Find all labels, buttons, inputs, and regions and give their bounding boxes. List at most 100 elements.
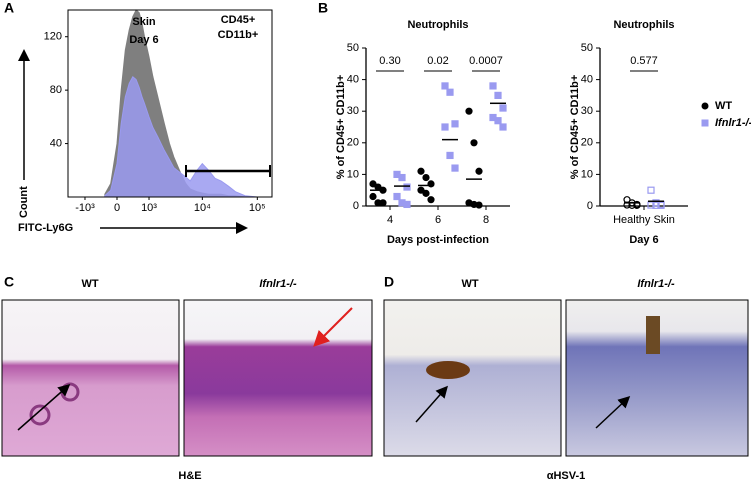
y-tick-label: 0 — [587, 200, 593, 212]
plot-frame — [67, 9, 273, 198]
data-point — [403, 183, 411, 191]
y-tick-label: 80 — [50, 84, 62, 96]
legend-label: Ifnlr1-/- — [715, 117, 751, 129]
legend-marker — [701, 119, 709, 127]
y-axis-label: Count — [18, 186, 30, 218]
data-point — [475, 201, 483, 209]
image-detail — [29, 404, 51, 426]
y-tick-label: 30 — [347, 105, 359, 117]
x-tick-label: 0 — [114, 202, 120, 214]
data-point — [494, 117, 502, 125]
x-tick-label: 10⁵ — [249, 202, 266, 214]
data-point — [647, 201, 655, 209]
data-point — [451, 120, 459, 128]
annotation: 0.577 — [630, 55, 658, 67]
y-tick-label: 120 — [44, 31, 62, 43]
data-point — [465, 107, 473, 115]
x-axis-label: Day 6 — [629, 234, 658, 246]
data-point — [623, 201, 631, 209]
data-point — [647, 186, 655, 194]
x-tick-label: 4 — [387, 214, 393, 226]
data-point — [494, 91, 502, 100]
arrow — [17, 384, 71, 431]
data-point — [451, 164, 459, 172]
y-tick-label: 40 — [581, 74, 593, 86]
annotation: Skin — [132, 16, 156, 28]
image-label: Ifnlr1-/- — [259, 278, 297, 290]
arrow — [313, 307, 353, 347]
histology-image — [1, 299, 180, 457]
y-tick-label: 10 — [581, 168, 593, 180]
x-axis-label: FITC-Ly6G — [18, 222, 73, 234]
arrow — [595, 395, 631, 429]
data-point — [441, 82, 449, 90]
image-detail — [426, 361, 470, 379]
x-tick-label: 8 — [483, 214, 489, 226]
data-point — [475, 167, 483, 175]
y-tick-label: 50 — [347, 42, 359, 54]
panel-label: D — [384, 274, 394, 290]
legend-marker — [701, 102, 709, 110]
histology-image — [383, 299, 562, 457]
panel-label: C — [4, 274, 14, 290]
data-point — [403, 200, 411, 209]
x-tick-label: 6 — [435, 214, 441, 226]
y-axis-label: % of CD45+ CD11b+ — [335, 75, 347, 180]
y-tick-label: 40 — [50, 137, 62, 149]
panel-label: B — [318, 0, 328, 16]
data-point — [446, 151, 454, 160]
x-tick-label: 10³ — [141, 202, 157, 214]
y-tick-label: 10 — [347, 168, 359, 180]
image-label: WT — [81, 278, 98, 290]
data-point — [422, 189, 430, 197]
y-tick-label: 0 — [353, 200, 359, 212]
y-tick-label: 50 — [581, 42, 593, 54]
data-point — [427, 196, 435, 204]
y-axis-label: % of CD45+ CD11b+ — [569, 75, 581, 180]
data-point — [652, 201, 660, 209]
x-axis-label: Days post-infection — [387, 234, 489, 246]
panel-label: A — [4, 0, 14, 16]
data-point — [657, 201, 665, 209]
data-point — [489, 82, 497, 90]
data-point — [417, 167, 425, 175]
annotation: 0.0007 — [469, 55, 503, 67]
data-point — [422, 173, 430, 182]
histogram-area — [104, 76, 258, 198]
chart-title: Neutrophils — [407, 19, 468, 31]
histology-image — [183, 299, 373, 457]
x-tick-label: -10³ — [75, 202, 95, 214]
image-label: Ifnlr1-/- — [637, 278, 675, 290]
y-tick-label: 40 — [347, 74, 359, 86]
data-point — [499, 104, 507, 112]
data-point — [417, 186, 425, 194]
arrow — [415, 385, 448, 423]
data-point — [470, 139, 478, 147]
data-point — [393, 192, 401, 201]
annotation: CD11b+ — [218, 29, 259, 41]
image-caption: H&E — [178, 470, 201, 482]
annotation: CD45+ — [221, 14, 256, 26]
image-caption: αHSV-1 — [547, 470, 586, 482]
image-label: WT — [461, 278, 478, 290]
data-point — [446, 88, 454, 96]
data-point — [369, 180, 377, 188]
annotation: 0.02 — [427, 55, 448, 67]
image-detail — [646, 316, 660, 354]
chart-title: Neutrophils — [613, 19, 674, 31]
y-tick-label: 20 — [581, 137, 593, 149]
y-tick-label: 20 — [347, 137, 359, 149]
data-point — [398, 173, 406, 182]
data-point — [379, 199, 387, 207]
data-point — [499, 123, 507, 131]
data-point — [369, 192, 377, 201]
legend-label: WT — [715, 100, 732, 112]
annotation: 0.30 — [379, 55, 400, 67]
x-tick-label: Healthy Skin — [613, 214, 675, 226]
x-tick-label: 10⁴ — [194, 202, 211, 214]
annotation: Day 6 — [129, 34, 158, 46]
data-point — [441, 123, 449, 131]
y-tick-label: 30 — [581, 105, 593, 117]
